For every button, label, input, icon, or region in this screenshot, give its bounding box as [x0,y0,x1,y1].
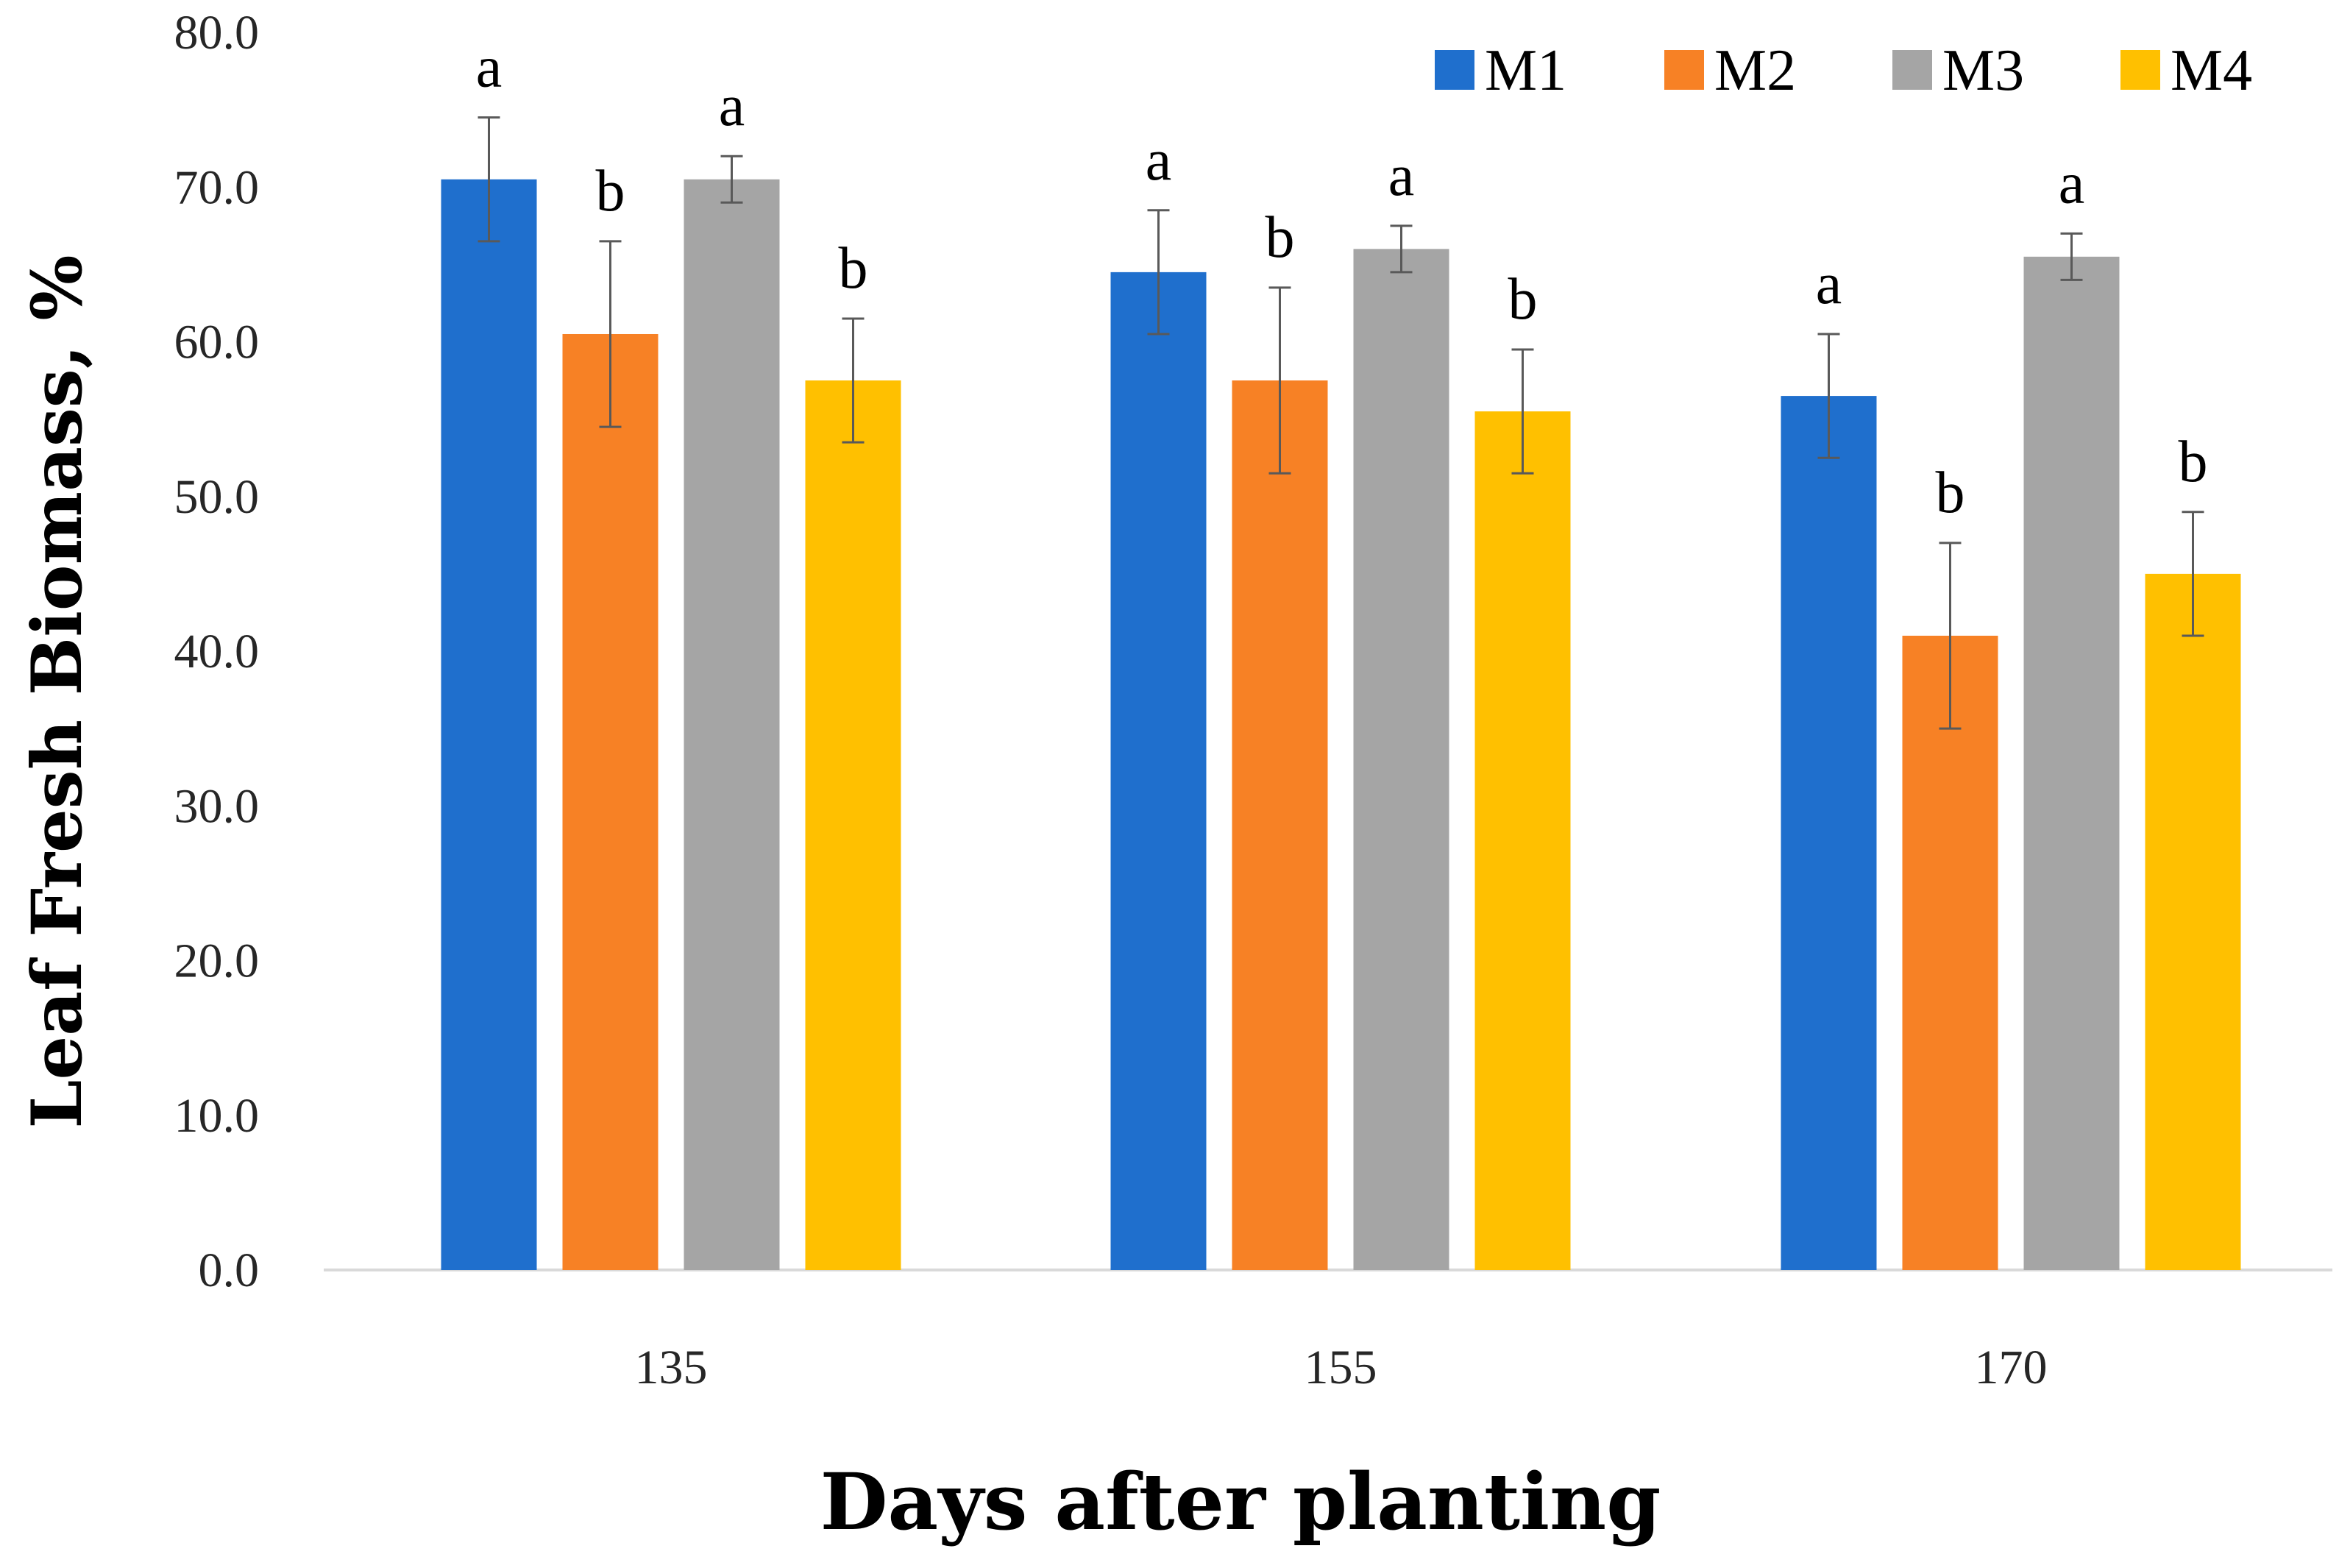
significance-letter-M3-170: a [2059,151,2085,216]
bar-M1-135 [441,179,537,1270]
y-tick-label: 10.0 [174,1089,260,1143]
bar-M1-155 [1110,272,1207,1271]
legend-label: M2 [1714,38,1796,103]
y-axis-title: Leaf Fresh Biomass, % [17,255,98,1128]
significance-letter-M2-155: b [1266,205,1295,270]
x-tick-label: 135 [635,1341,708,1394]
significance-letter-M4-135: b [839,236,868,301]
bar-M2-135 [562,333,659,1270]
legend-swatch [1435,50,1474,90]
legend: M1 M2 M3 M4 [1435,38,2252,103]
legend-label: M1 [1485,38,1566,103]
significance-letter-M4-170: b [2179,430,2208,494]
y-tick-label: 80.0 [174,6,260,60]
bar-M1-170 [1781,396,1877,1270]
significance-letter-M3-135: a [719,74,745,138]
y-tick-label: 60.0 [174,316,260,369]
y-tick-label: 40.0 [174,625,260,678]
significance-letter-M2-170: b [1936,461,1965,525]
legend-item-M1: M1 [1435,38,1566,103]
bar-M4-155 [1474,411,1571,1270]
bar-groups: a b a b a b a b a b a b [441,35,2241,1271]
legend-label: M3 [1942,38,2024,103]
significance-letter-M4-155: b [1508,267,1538,332]
legend-label: M4 [2171,38,2252,103]
legend-swatch [1892,50,1932,90]
bar-group-135: a b a b [441,35,901,1270]
bar-M4-135 [805,380,901,1270]
significance-letter-M3-155: a [1388,143,1415,208]
bar-M3-170 [2023,256,2120,1270]
significance-letter-M1-155: a [1146,128,1172,193]
bar-M4-170 [2145,573,2241,1270]
x-tick-label: 155 [1305,1341,1377,1394]
y-axis-tick-labels: 0.0 10.0 20.0 30.0 40.0 50.0 60.0 70.0 80.0 [174,6,260,1297]
y-tick-label: 70.0 [174,160,260,214]
y-tick-label: 50.0 [174,470,260,524]
bar-group-170: a b a b [1781,151,2241,1270]
significance-letter-M2-135: b [596,159,625,224]
significance-letter-M1-135: a [476,35,503,100]
legend-swatch [1664,50,1704,90]
x-tick-label: 170 [1975,1341,2048,1394]
y-tick-label: 30.0 [174,779,260,833]
x-axis-title: Days after planting [820,1455,1661,1547]
bar-M3-135 [684,179,780,1270]
legend-item-M3: M3 [1892,38,2024,103]
bar-M3-155 [1353,249,1449,1271]
legend-item-M4: M4 [2120,38,2252,103]
y-tick-label: 0.0 [199,1244,260,1297]
significance-letter-M1-170: a [1816,252,1842,316]
bar-M2-155 [1232,380,1328,1270]
bar-M2-170 [1902,635,1998,1270]
legend-item-M2: M2 [1664,38,1796,103]
legend-swatch [2120,50,2160,90]
bar-group-155: a b a b [1110,128,1571,1271]
y-tick-label: 20.0 [174,934,260,988]
x-axis-tick-labels: 135 155 170 [635,1341,2048,1394]
